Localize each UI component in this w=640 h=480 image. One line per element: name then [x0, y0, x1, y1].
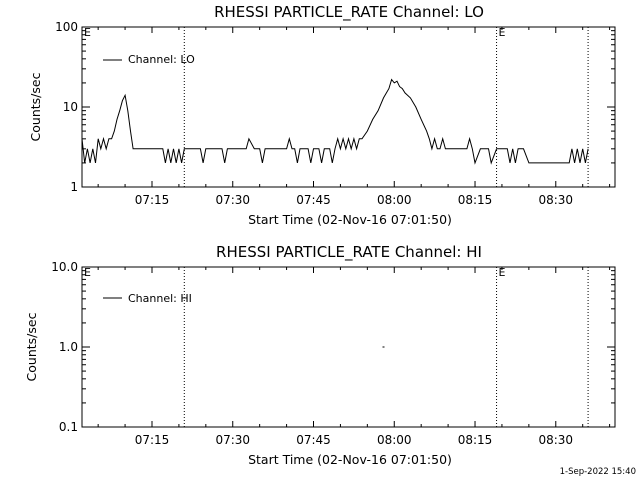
event-marker: E [499, 26, 506, 39]
x-axis-label-hi: Start Time (02-Nov-16 07:01:50) [248, 452, 452, 467]
panel-lo: RHESSI PARTICLE_RATE Channel: LO E E 07:… [28, 3, 616, 227]
y-tick-label: 10 [63, 100, 78, 114]
y-axis-label-hi: Counts/sec [24, 312, 39, 381]
event-marker: E [499, 266, 506, 279]
y-axis-label-lo: Counts/sec [28, 72, 43, 141]
y-tick-label: 1 [70, 180, 78, 194]
axis-ticks-hi [82, 266, 615, 428]
x-tick-label: 07:45 [296, 433, 331, 447]
x-tick-label: 07:15 [135, 193, 170, 207]
generation-timestamp: 1-Sep-2022 15:40 [560, 467, 636, 477]
x-tick-label: 07:30 [215, 193, 250, 207]
corner-marker-hi: E [84, 266, 91, 279]
series-line [81, 78, 589, 165]
event-lines-hi: E [183, 266, 589, 427]
series-lo [81, 78, 589, 165]
x-tick-label: 07:30 [215, 433, 250, 447]
y-tick-label: 10.0 [51, 260, 78, 274]
y-tick-label: 1.0 [59, 340, 78, 354]
panel-hi: RHESSI PARTICLE_RATE Channel: HI E E 07:… [24, 243, 616, 467]
chart-title-hi: RHESSI PARTICLE_RATE Channel: HI [216, 243, 482, 262]
x-tick-labels-lo: 07:15 07:30 07:45 08:00 08:15 08:30 [135, 193, 573, 207]
x-tick-label: 08:00 [377, 193, 412, 207]
chart-title-lo: RHESSI PARTICLE_RATE Channel: LO [214, 3, 484, 22]
y-tick-labels-hi: 0.1 1.0 10.0 [51, 260, 78, 434]
x-tick-label: 08:30 [538, 433, 573, 447]
y-tick-labels-lo: 1 10 100 [55, 20, 78, 194]
x-tick-label: 08:30 [538, 193, 573, 207]
x-axis-label-lo: Start Time (02-Nov-16 07:01:50) [248, 212, 452, 227]
x-tick-labels-hi: 07:15 07:30 07:45 08:00 08:15 08:30 [135, 433, 573, 447]
x-tick-label: 08:00 [377, 433, 412, 447]
axis-ticks-lo [82, 26, 615, 188]
event-lines-lo: E [183, 26, 589, 187]
x-tick-label: 07:45 [296, 193, 331, 207]
x-tick-label: 07:15 [135, 433, 170, 447]
x-tick-label: 08:15 [458, 193, 493, 207]
y-tick-label: 0.1 [59, 420, 78, 434]
y-tick-label: 100 [55, 20, 78, 34]
plot-frame-hi [81, 266, 616, 428]
legend-label-lo: Channel: LO [128, 53, 195, 66]
corner-marker-lo: E [84, 26, 91, 39]
x-tick-label: 08:15 [458, 433, 493, 447]
legend-label-hi: Channel: HI [128, 292, 192, 305]
